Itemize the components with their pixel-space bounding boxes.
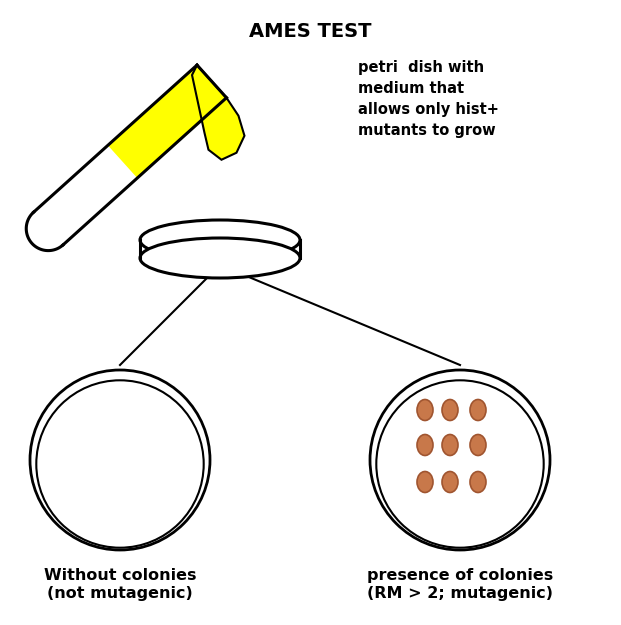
Text: AMES TEST: AMES TEST [249,22,371,41]
Polygon shape [192,65,245,160]
Circle shape [36,380,204,548]
Circle shape [30,370,210,550]
Text: Without colonies: Without colonies [43,568,196,583]
Ellipse shape [470,434,486,456]
Circle shape [370,370,550,550]
Ellipse shape [470,399,486,421]
Polygon shape [26,65,227,251]
Ellipse shape [140,220,300,260]
Ellipse shape [140,238,300,278]
Ellipse shape [417,399,433,421]
Ellipse shape [442,434,458,456]
Ellipse shape [442,471,458,492]
Ellipse shape [417,434,433,456]
Text: presence of colonies: presence of colonies [367,568,553,583]
Polygon shape [108,65,227,178]
Text: (not mutagenic): (not mutagenic) [47,586,193,601]
Circle shape [376,380,544,548]
Ellipse shape [442,399,458,421]
Ellipse shape [417,471,433,492]
Text: (RM > 2; mutagenic): (RM > 2; mutagenic) [367,586,553,601]
Ellipse shape [470,471,486,492]
Text: petri  dish with
medium that
allows only hist+
mutants to grow: petri dish with medium that allows only … [358,60,499,138]
